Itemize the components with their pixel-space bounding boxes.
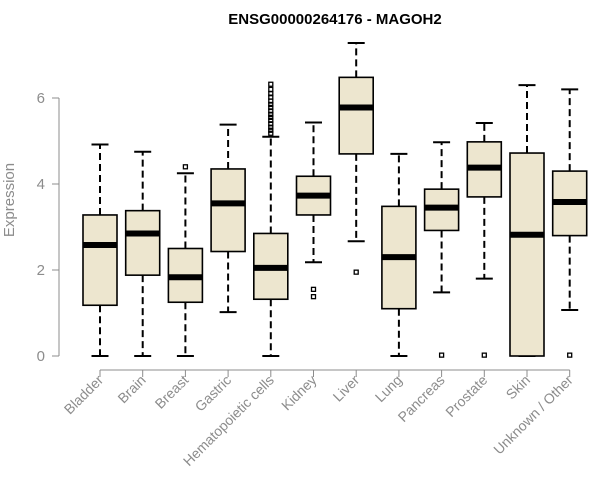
x-tick-label: Prostate — [442, 372, 490, 420]
outlier-point — [268, 104, 274, 111]
box-skin — [509, 84, 545, 357]
box-pancreas — [423, 141, 460, 358]
outlier-point — [268, 127, 274, 133]
box-brain — [124, 150, 161, 357]
box-group — [82, 41, 588, 358]
outlier-point — [182, 164, 189, 170]
x-tick-label: Lung — [372, 372, 405, 405]
y-axis: 0 2 4 6 — [37, 90, 60, 365]
iqr-box — [210, 168, 246, 253]
box-gastric — [210, 123, 246, 314]
x-tick-label: Breast — [152, 372, 192, 412]
y-tick-label: 4 — [37, 176, 45, 193]
x-tick-label: Liver — [330, 372, 363, 405]
outlier-point — [310, 294, 317, 300]
x-tick-label: Kidney — [278, 372, 320, 414]
y-tick-label: 6 — [37, 90, 45, 107]
box-unknown-other — [551, 88, 588, 358]
iqr-box — [509, 152, 545, 357]
outlier-point — [268, 130, 274, 136]
box-hematopoietic-cells — [253, 81, 289, 357]
outlier-point — [438, 352, 445, 358]
x-tick-label: Brain — [114, 372, 148, 406]
outlier-point — [268, 81, 274, 87]
box-lung — [381, 152, 417, 357]
iqr-box — [338, 76, 375, 155]
x-tick-label: Pancreas — [395, 372, 448, 425]
y-tick-label: 2 — [37, 262, 45, 279]
x-tick-label: Bladder — [61, 372, 107, 418]
box-liver — [338, 41, 375, 275]
outlier-point — [268, 91, 274, 97]
x-tick-label: Gastric — [192, 372, 235, 415]
x-tick-label: Unknown / Other — [490, 372, 576, 458]
x-tick-label: Skin — [503, 372, 534, 403]
outlier-point — [353, 269, 359, 275]
y-tick-label: 0 — [37, 348, 45, 365]
outlier-point — [268, 114, 274, 120]
outlier-point — [481, 352, 487, 358]
outlier-point — [268, 86, 274, 93]
y-axis-label: Expression — [1, 163, 18, 237]
outlier-point — [310, 286, 317, 293]
outlier-point — [268, 117, 274, 124]
box-prostate — [466, 121, 503, 358]
box-breast — [167, 164, 204, 357]
box-bladder — [82, 143, 118, 357]
chart-title: ENSG00000264176 - MAGOH2 — [228, 11, 441, 28]
outlier-point — [567, 352, 573, 358]
iqr-box — [124, 209, 161, 276]
box-kidney — [295, 121, 332, 300]
iqr-box — [82, 214, 118, 307]
